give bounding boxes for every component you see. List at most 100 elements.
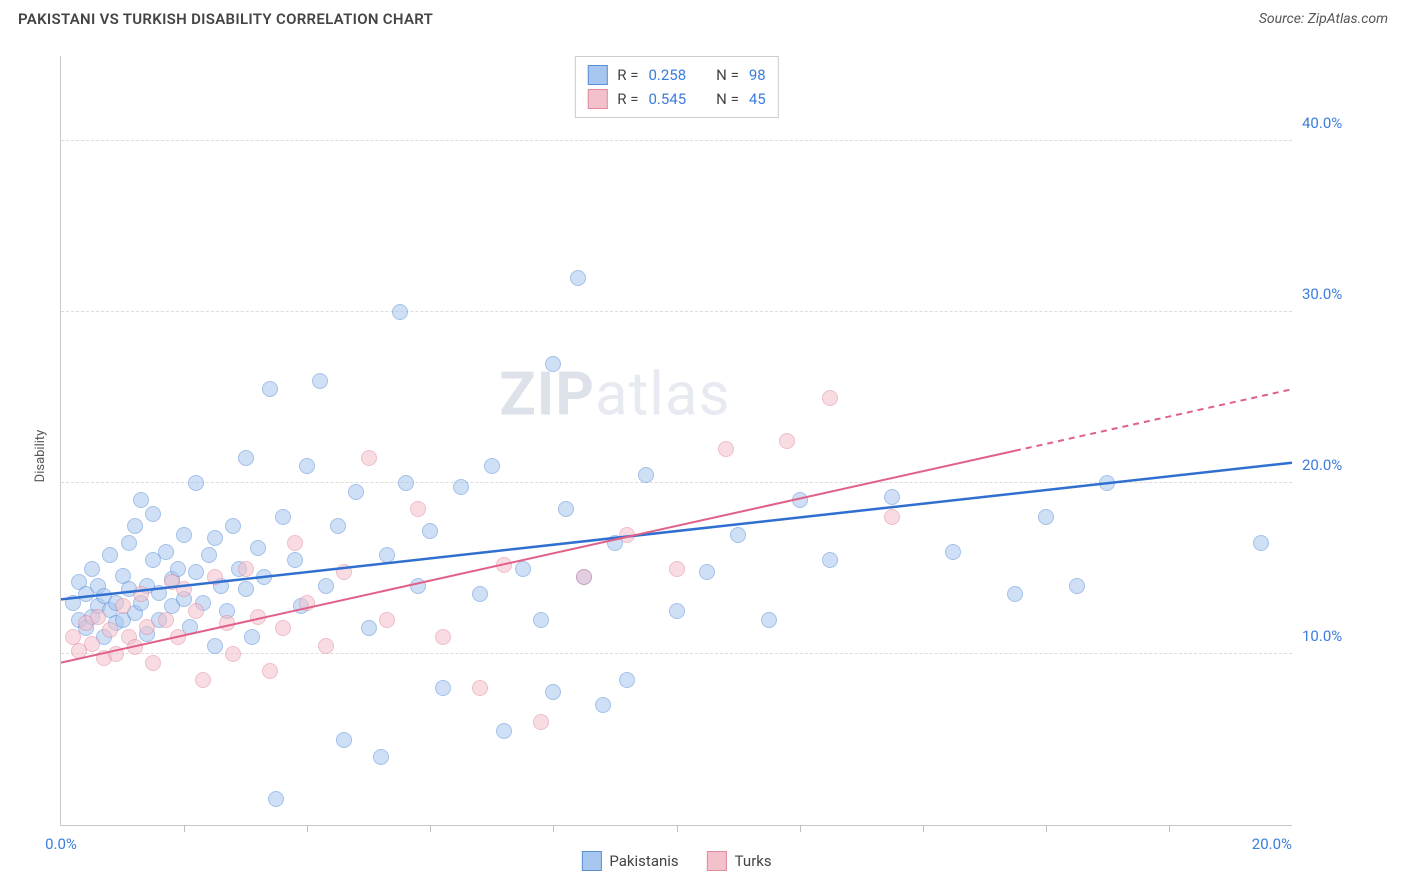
r-label: R = — [617, 66, 638, 84]
data-point — [619, 672, 635, 688]
n-value: 45 — [749, 90, 766, 108]
data-point — [595, 697, 611, 713]
data-point — [287, 552, 303, 568]
data-point — [256, 569, 272, 585]
ytick-label: 20.0% — [1302, 456, 1382, 474]
data-point — [84, 636, 100, 652]
data-point — [515, 561, 531, 577]
legend-stat-row: R = 0.545 N = 45 — [587, 87, 765, 111]
legend-swatch — [587, 65, 607, 85]
n-label: N = — [716, 66, 739, 84]
data-point — [336, 732, 352, 748]
xtick-label: 20.0% — [1252, 835, 1292, 853]
r-value: 0.258 — [648, 66, 686, 84]
data-point — [533, 714, 549, 730]
plot-area: ZIPatlas R =0.258N =98R =0.545N =45 Paki… — [60, 56, 1292, 826]
data-point — [410, 578, 426, 594]
data-point — [1069, 578, 1085, 594]
data-point — [435, 629, 451, 645]
data-point — [299, 458, 315, 474]
chart-container: Disability ZIPatlas R =0.258N =98R =0.54… — [18, 38, 1388, 874]
data-point — [170, 629, 186, 645]
data-point — [312, 373, 328, 389]
data-point — [188, 603, 204, 619]
data-point — [1099, 475, 1115, 491]
data-point — [558, 501, 574, 517]
data-point — [330, 518, 346, 534]
xtick-minor — [307, 825, 308, 832]
data-point — [453, 479, 469, 495]
data-point — [884, 509, 900, 525]
data-point — [945, 544, 961, 560]
data-point — [262, 381, 278, 397]
data-point — [361, 450, 377, 466]
data-point — [133, 492, 149, 508]
legend-swatch — [581, 851, 601, 871]
xtick-minor — [923, 825, 924, 832]
gridline-h — [61, 311, 1292, 312]
gridline-h — [61, 140, 1292, 141]
data-point — [262, 663, 278, 679]
data-point — [139, 619, 155, 635]
data-point — [225, 518, 241, 534]
data-point — [822, 552, 838, 568]
data-point — [158, 544, 174, 560]
data-point — [250, 609, 266, 625]
data-point — [822, 390, 838, 406]
data-point — [779, 433, 795, 449]
trend-lines — [61, 56, 1292, 825]
data-point — [188, 564, 204, 580]
data-point — [238, 561, 254, 577]
data-point — [287, 535, 303, 551]
legend-item: Pakistanis — [581, 851, 678, 871]
xtick-minor — [430, 825, 431, 832]
data-point — [422, 523, 438, 539]
data-point — [102, 622, 118, 638]
data-point — [90, 609, 106, 625]
data-point — [238, 581, 254, 597]
data-point — [207, 569, 223, 585]
data-point — [484, 458, 500, 474]
n-label: N = — [716, 90, 739, 108]
data-point — [121, 535, 137, 551]
data-point — [133, 586, 149, 602]
data-point — [379, 612, 395, 628]
watermark: ZIPatlas — [499, 359, 730, 430]
data-point — [299, 595, 315, 611]
data-point — [348, 484, 364, 500]
data-point — [792, 492, 808, 508]
data-point — [318, 578, 334, 594]
data-point — [533, 612, 549, 628]
data-point — [545, 356, 561, 372]
data-point — [84, 561, 100, 577]
n-value: 98 — [749, 66, 766, 84]
chart-title: PAKISTANI VS TURKISH DISABILITY CORRELAT… — [18, 10, 433, 28]
data-point — [669, 603, 685, 619]
data-point — [268, 791, 284, 807]
legend-stats: R = 0.258 N = 98 R = 0.545 N = 45 — [574, 56, 778, 118]
data-point — [201, 547, 217, 563]
data-point — [318, 638, 334, 654]
legend-swatch — [587, 89, 607, 109]
data-point — [207, 530, 223, 546]
data-point — [392, 304, 408, 320]
xtick-label: 0.0% — [45, 835, 77, 853]
data-point — [576, 569, 592, 585]
data-point — [176, 581, 192, 597]
data-point — [361, 620, 377, 636]
data-point — [379, 547, 395, 563]
data-point — [373, 749, 389, 765]
ytick-label: 10.0% — [1302, 627, 1382, 645]
data-point — [176, 527, 192, 543]
legend-item: Turks — [707, 851, 772, 871]
data-point — [145, 506, 161, 522]
xtick-minor — [1169, 825, 1170, 832]
data-point — [275, 509, 291, 525]
data-point — [244, 629, 260, 645]
r-value: 0.545 — [648, 90, 686, 108]
r-label: R = — [617, 90, 638, 108]
data-point — [496, 557, 512, 573]
legend-bottom: Pakistanis Turks — [581, 851, 771, 871]
data-point — [127, 518, 143, 534]
legend-swatch — [707, 851, 727, 871]
